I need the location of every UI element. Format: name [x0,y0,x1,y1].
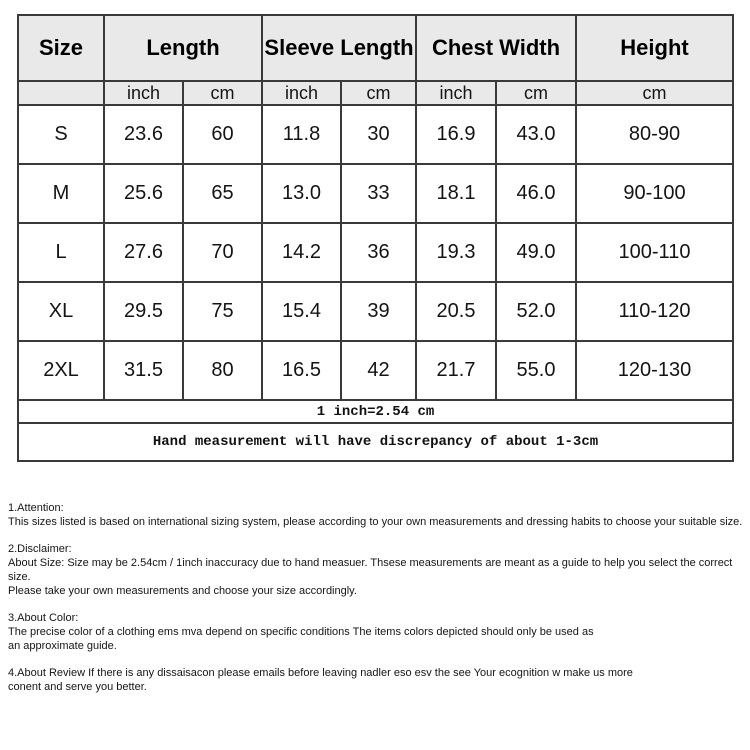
height-range-value: 120-130 [575,340,734,401]
note-disclaimer: 2.Disclaimer: About Size: Size may be 2.… [8,542,745,598]
unit-cell-length-inch: inch [103,80,184,106]
table-row-size-m: M 25.6 65 13.0 33 18.1 46.0 90-100 [17,163,734,224]
sleeve-cm-value: 39 [340,281,417,342]
chest-inch-value: 16.9 [415,104,497,165]
note-about-review: 4.About Review If there is any dissaisac… [8,666,745,694]
height-range-value: 110-120 [575,281,734,342]
size-label: L [17,222,105,283]
length-cm-value: 70 [182,222,263,283]
column-header-sleeve-length: Sleeve Length [261,14,417,82]
unit-cell-length-cm: cm [182,80,263,106]
sleeve-inch-value: 14.2 [261,222,342,283]
note-body: 4.About Review If there is any dissaisac… [8,667,633,693]
table-row-size-s: S 23.6 60 11.8 30 16.9 43.0 80-90 [17,104,734,165]
chest-cm-value: 55.0 [495,340,577,401]
unit-cell-chest-cm: cm [495,80,577,106]
chest-inch-value: 19.3 [415,222,497,283]
sleeve-cm-value: 36 [340,222,417,283]
height-range-value: 90-100 [575,163,734,224]
unit-cell-sleeve-cm: cm [340,80,417,106]
table-row-size-l: L 27.6 70 14.2 36 19.3 49.0 100-110 [17,222,734,283]
column-header-row: Size Length Sleeve Length Chest Width He… [17,14,734,82]
conversion-note-row: 1 inch=2.54 cm [17,399,734,424]
height-range-value: 80-90 [575,104,734,165]
conversion-note: 1 inch=2.54 cm [17,399,734,424]
note-body: This sizes listed is based on internatio… [8,516,743,528]
sleeve-cm-value: 33 [340,163,417,224]
note-attention: 1.Attention: This sizes listed is based … [8,501,745,529]
sleeve-cm-value: 30 [340,104,417,165]
size-label: XL [17,281,105,342]
size-label: M [17,163,105,224]
unit-cell-empty [17,80,105,106]
column-header-height: Height [575,14,734,82]
chest-cm-value: 49.0 [495,222,577,283]
chest-inch-value: 20.5 [415,281,497,342]
unit-cell-height-cm: cm [575,80,734,106]
sleeve-inch-value: 13.0 [261,163,342,224]
measurement-note: Hand measurement will have discrepancy o… [17,422,734,462]
chest-inch-value: 18.1 [415,163,497,224]
length-cm-value: 60 [182,104,263,165]
note-body: About Size: Size may be 2.54cm / 1inch i… [8,557,733,597]
unit-cell-chest-inch: inch [415,80,497,106]
length-inch-value: 31.5 [103,340,184,401]
unit-header-row: inch cm inch cm inch cm cm [17,80,734,106]
length-cm-value: 65 [182,163,263,224]
note-about-color: 3.About Color: The precise color of a cl… [8,611,745,653]
table-row-size-xl: XL 29.5 75 15.4 39 20.5 52.0 110-120 [17,281,734,342]
note-heading: 2.Disclaimer: [8,543,72,555]
size-label: S [17,104,105,165]
chest-cm-value: 46.0 [495,163,577,224]
note-heading: 3.About Color: [8,612,79,624]
unit-cell-sleeve-inch: inch [261,80,342,106]
length-cm-value: 75 [182,281,263,342]
note-heading: 1.Attention: [8,502,64,514]
height-range-value: 100-110 [575,222,734,283]
size-chart-container: Size Length Sleeve Length Chest Width He… [17,14,734,462]
size-chart-table: Size Length Sleeve Length Chest Width He… [17,14,734,462]
measurement-note-row: Hand measurement will have discrepancy o… [17,422,734,462]
note-body: The precise color of a clothing ems mva … [8,626,594,652]
column-header-chest-width: Chest Width [415,14,577,82]
notes-section: 1.Attention: This sizes listed is based … [8,501,745,707]
chest-cm-value: 43.0 [495,104,577,165]
column-header-length: Length [103,14,263,82]
table-row-size-2xl: 2XL 31.5 80 16.5 42 21.7 55.0 120-130 [17,340,734,401]
length-inch-value: 25.6 [103,163,184,224]
chest-cm-value: 52.0 [495,281,577,342]
sleeve-inch-value: 15.4 [261,281,342,342]
length-cm-value: 80 [182,340,263,401]
length-inch-value: 27.6 [103,222,184,283]
chest-inch-value: 21.7 [415,340,497,401]
sleeve-inch-value: 11.8 [261,104,342,165]
sleeve-cm-value: 42 [340,340,417,401]
column-header-size: Size [17,14,105,82]
sleeve-inch-value: 16.5 [261,340,342,401]
length-inch-value: 29.5 [103,281,184,342]
size-label: 2XL [17,340,105,401]
length-inch-value: 23.6 [103,104,184,165]
